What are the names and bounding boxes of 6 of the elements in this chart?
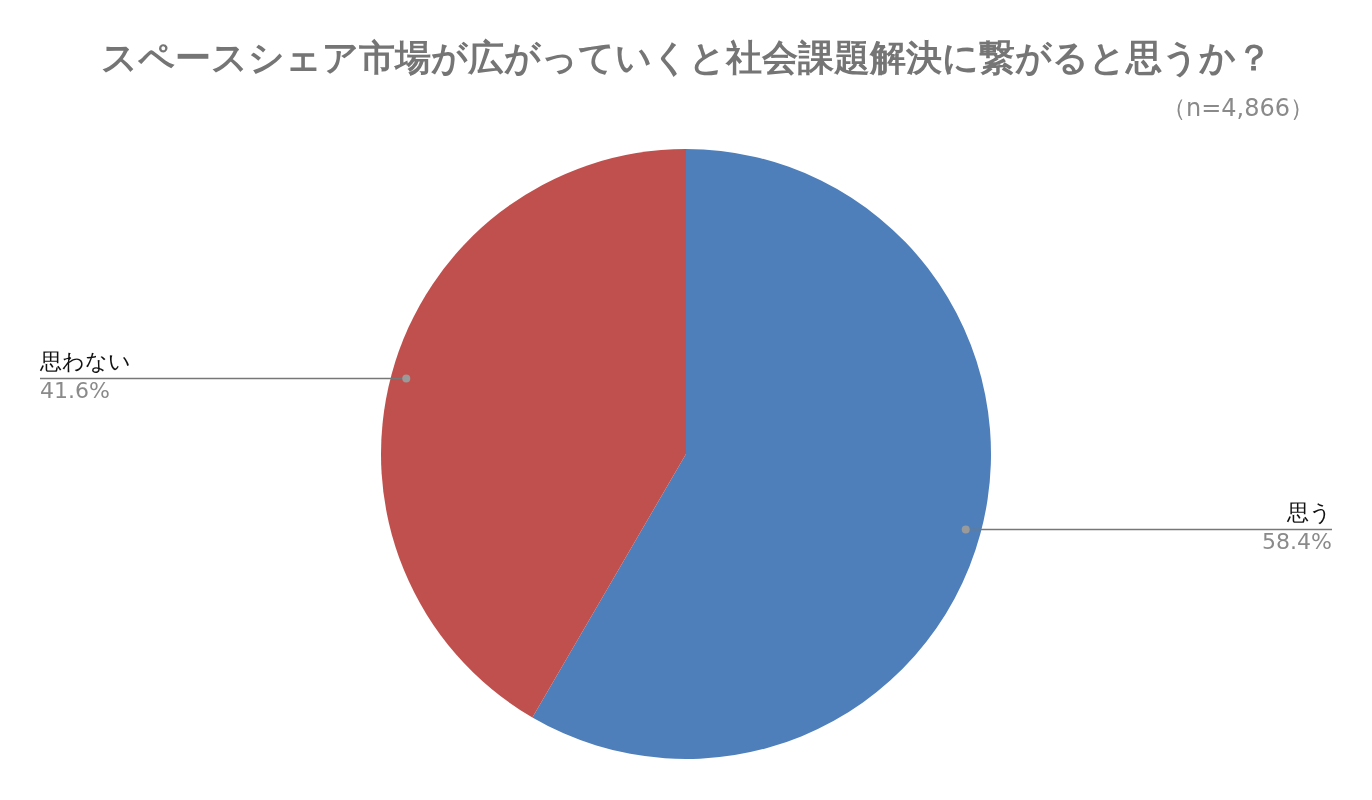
- slice-label: 思う: [1286, 500, 1332, 526]
- slice-label: 思わない: [39, 349, 131, 375]
- data-label: 41.6%: [40, 378, 110, 404]
- data-label: 58.4%: [1262, 529, 1332, 555]
- chart-title: スペースシェア市場が広がっていくと社会課題解決に繋がると思うか？: [99, 36, 1273, 80]
- chart-subtitle: （n=4,866）: [1161, 93, 1314, 124]
